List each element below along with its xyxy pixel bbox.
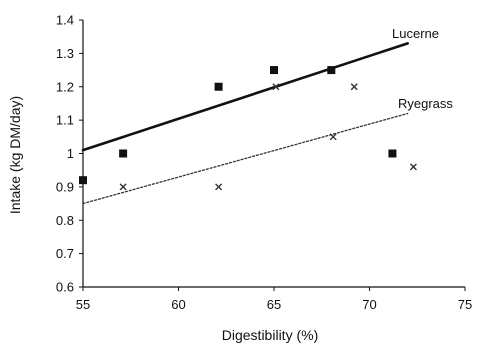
y-tick-label: 0.7 bbox=[56, 246, 74, 261]
cross-stroke bbox=[215, 183, 223, 191]
point-lucerne bbox=[388, 149, 397, 158]
y-axis-label: Intake (kg DM/day) bbox=[7, 96, 23, 214]
axes bbox=[79, 19, 466, 291]
cross-stroke bbox=[350, 83, 358, 91]
y-tick-label: 1 bbox=[67, 146, 74, 161]
point-ryegrass bbox=[215, 183, 223, 191]
x-tick-label: 75 bbox=[458, 297, 472, 312]
x-tick-label: 65 bbox=[267, 297, 281, 312]
y-tick-label: 1.2 bbox=[56, 79, 74, 94]
point-ryegrass bbox=[272, 83, 280, 91]
x-tick-label: 60 bbox=[171, 297, 185, 312]
point-lucerne bbox=[327, 66, 336, 75]
trendlines bbox=[81, 42, 410, 205]
cross-stroke bbox=[119, 183, 127, 191]
y-tick-label: 1.4 bbox=[56, 13, 74, 28]
trendline-lucerne bbox=[81, 42, 410, 152]
point-lucerne bbox=[214, 82, 223, 91]
point-lucerne bbox=[270, 66, 278, 75]
x-tick-label: 70 bbox=[362, 297, 376, 312]
y-tick-label: 0.9 bbox=[56, 179, 74, 194]
point-lucerne bbox=[79, 176, 87, 185]
trendline-ryegrass bbox=[82, 112, 409, 205]
cross-stroke bbox=[272, 83, 280, 91]
y-tick-label: 0.6 bbox=[56, 280, 74, 295]
point-ryegrass bbox=[409, 163, 417, 171]
x-axis-label: Digestibility (%) bbox=[222, 327, 318, 343]
series-label-lucerne: Lucerne bbox=[392, 26, 439, 41]
point-ryegrass bbox=[329, 133, 337, 141]
data-points bbox=[79, 66, 417, 191]
point-ryegrass bbox=[350, 83, 358, 91]
cross-stroke bbox=[409, 163, 417, 171]
x-tick-label: 55 bbox=[76, 297, 90, 312]
y-tick-label: 0.8 bbox=[56, 213, 74, 228]
series-labels: Lucerne Ryegrass bbox=[392, 26, 453, 111]
series-label-ryegrass: Ryegrass bbox=[398, 96, 453, 111]
point-lucerne bbox=[119, 149, 128, 158]
tick-labels: 55 60 65 70 75 0.6 0.7 0.8 0.9 1 1.1 1.2 1.3 1.4 bbox=[56, 13, 472, 313]
y-tick-label: 1.1 bbox=[56, 113, 74, 128]
cross-stroke bbox=[329, 133, 337, 141]
point-ryegrass bbox=[119, 183, 127, 191]
y-tick-label: 1.3 bbox=[56, 46, 74, 61]
